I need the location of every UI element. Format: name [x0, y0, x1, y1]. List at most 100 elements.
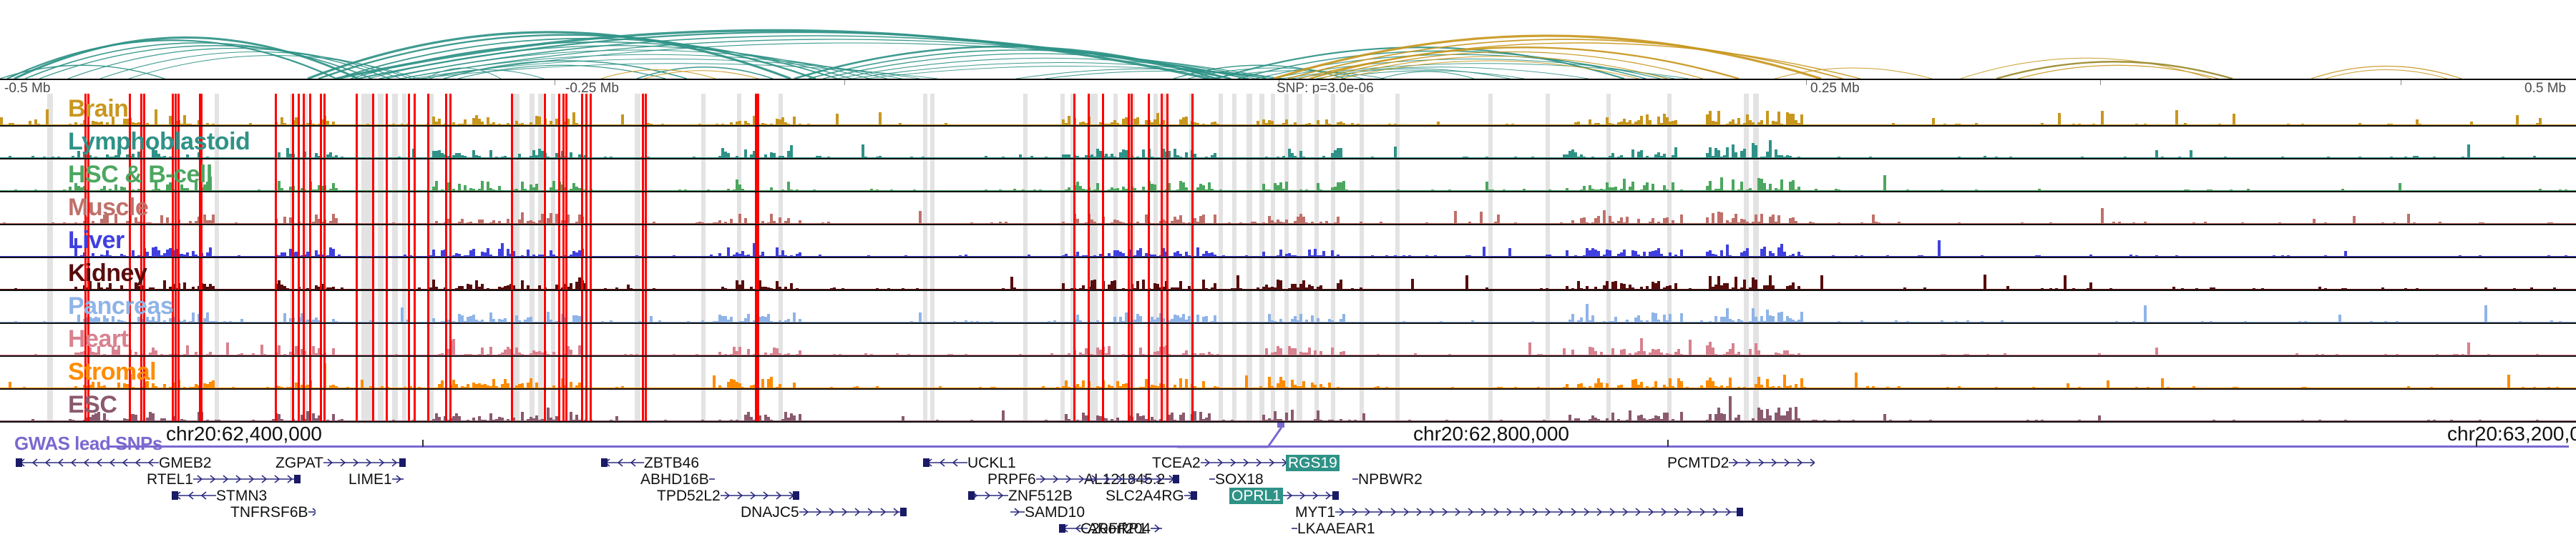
snp-marker[interactable]: [1073, 192, 1075, 224]
snp-marker[interactable]: [1166, 159, 1169, 191]
snp-marker[interactable]: [1161, 159, 1163, 191]
snp-marker[interactable]: [581, 192, 583, 224]
signal-track-stack[interactable]: Brain Lymphoblastoid HSC & B-cell Muscle Liv…: [0, 94, 2576, 423]
snp-marker[interactable]: [581, 159, 583, 191]
snp-marker[interactable]: [172, 127, 174, 158]
interaction-arc[interactable]: [1287, 39, 1843, 79]
snp-marker[interactable]: [129, 94, 131, 125]
snp-marker[interactable]: [84, 192, 87, 224]
interaction-arc[interactable]: [1960, 57, 2212, 79]
snp-marker[interactable]: [558, 127, 560, 158]
snp-marker[interactable]: [562, 192, 565, 224]
snp-marker[interactable]: [200, 127, 203, 158]
snp-marker[interactable]: [414, 127, 416, 158]
interaction-arc[interactable]: [336, 29, 1210, 79]
snp-marker[interactable]: [372, 94, 374, 125]
snp-marker[interactable]: [199, 127, 201, 158]
snp-marker[interactable]: [558, 94, 560, 125]
snp-marker[interactable]: [1148, 94, 1150, 125]
snp-marker[interactable]: [303, 159, 305, 191]
snp-marker[interactable]: [87, 192, 89, 224]
snp-marker[interactable]: [1161, 94, 1163, 125]
interaction-arc[interactable]: [1269, 59, 1675, 79]
snp-marker[interactable]: [84, 127, 87, 158]
snp-marker[interactable]: [177, 127, 180, 158]
snp-marker[interactable]: [303, 94, 305, 125]
interaction-arc[interactable]: [0, 64, 165, 79]
snp-marker[interactable]: [445, 159, 447, 191]
snp-marker[interactable]: [1148, 159, 1150, 191]
chromatin-interaction-arcs[interactable]: [0, 0, 2576, 79]
snp-marker[interactable]: [565, 159, 567, 191]
snp-marker[interactable]: [143, 192, 145, 224]
interaction-arc[interactable]: [1319, 51, 1704, 79]
snp-marker[interactable]: [1128, 127, 1130, 158]
snp-marker[interactable]: [356, 192, 358, 224]
interaction-arc[interactable]: [318, 34, 816, 79]
signal-track-brain[interactable]: Brain: [0, 94, 2576, 127]
snp-marker[interactable]: [303, 127, 305, 158]
snp-marker[interactable]: [177, 159, 180, 191]
interaction-arc[interactable]: [808, 49, 1231, 79]
interaction-arc[interactable]: [39, 45, 391, 79]
interaction-arc[interactable]: [457, 64, 666, 79]
snp-marker[interactable]: [511, 159, 513, 191]
interaction-arc[interactable]: [1015, 68, 1282, 79]
snp-marker[interactable]: [292, 192, 294, 224]
snp-marker[interactable]: [140, 94, 142, 125]
snp-marker[interactable]: [427, 127, 429, 158]
snp-marker[interactable]: [1191, 127, 1194, 158]
snp-marker[interactable]: [408, 94, 410, 125]
interaction-arc[interactable]: [2325, 69, 2448, 79]
snp-marker[interactable]: [511, 127, 513, 158]
snp-marker[interactable]: [356, 94, 358, 125]
snp-marker[interactable]: [1088, 192, 1090, 224]
snp-marker[interactable]: [755, 192, 757, 224]
snp-marker[interactable]: [199, 192, 201, 224]
snp-marker[interactable]: [1073, 159, 1075, 191]
interaction-arc[interactable]: [794, 45, 1217, 79]
snp-marker[interactable]: [590, 192, 592, 224]
snp-marker[interactable]: [175, 127, 177, 158]
snp-marker[interactable]: [1148, 127, 1150, 158]
snp-marker[interactable]: [565, 192, 567, 224]
snp-marker[interactable]: [323, 94, 326, 125]
snp-marker[interactable]: [323, 159, 326, 191]
snp-marker[interactable]: [309, 159, 311, 191]
snp-marker[interactable]: [309, 94, 311, 125]
snp-marker[interactable]: [585, 159, 587, 191]
snp-marker[interactable]: [565, 94, 567, 125]
interaction-arc[interactable]: [1774, 67, 1933, 79]
snp-marker[interactable]: [172, 159, 174, 191]
snp-marker[interactable]: [544, 159, 546, 191]
snp-marker[interactable]: [1088, 127, 1090, 158]
snp-marker[interactable]: [445, 94, 447, 125]
snp-marker[interactable]: [292, 127, 294, 158]
snp-marker[interactable]: [642, 159, 644, 191]
snp-marker[interactable]: [1131, 127, 1133, 158]
snp-marker[interactable]: [1131, 94, 1133, 125]
snp-marker[interactable]: [581, 94, 583, 125]
snp-marker[interactable]: [1161, 192, 1163, 224]
interaction-arc[interactable]: [836, 57, 1257, 79]
snp-marker[interactable]: [642, 94, 644, 125]
snp-marker[interactable]: [84, 94, 87, 125]
snp-marker[interactable]: [309, 192, 311, 224]
snp-marker[interactable]: [427, 159, 429, 191]
snp-marker[interactable]: [1128, 192, 1130, 224]
snp-marker[interactable]: [544, 94, 546, 125]
interaction-arc[interactable]: [14, 36, 358, 79]
snp-marker[interactable]: [356, 127, 358, 158]
snp-marker[interactable]: [177, 192, 180, 224]
interaction-arc[interactable]: [1330, 56, 1668, 79]
snp-marker[interactable]: [581, 127, 583, 158]
interaction-arc[interactable]: [24, 42, 373, 79]
snp-marker[interactable]: [298, 192, 300, 224]
snp-marker[interactable]: [562, 127, 565, 158]
snp-marker[interactable]: [1191, 192, 1194, 224]
snp-marker[interactable]: [140, 192, 142, 224]
snp-marker[interactable]: [1102, 94, 1104, 125]
snp-marker[interactable]: [1102, 159, 1104, 191]
snp-marker[interactable]: [275, 192, 277, 224]
snp-marker[interactable]: [585, 94, 587, 125]
